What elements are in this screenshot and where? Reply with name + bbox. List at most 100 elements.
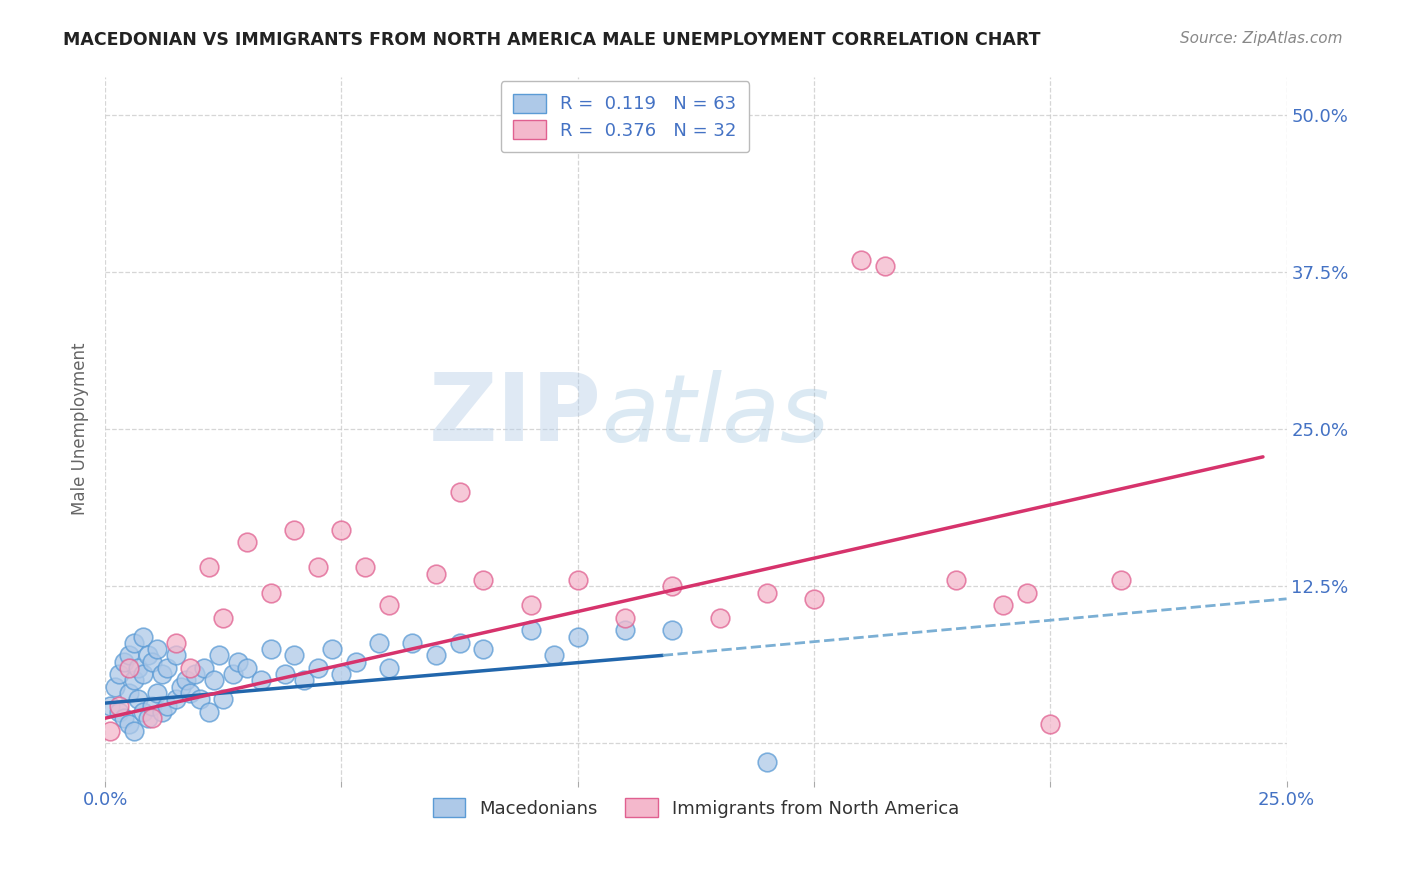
Point	[118, 648, 141, 663]
Point	[250, 673, 273, 688]
Point	[449, 485, 471, 500]
Point	[165, 648, 187, 663]
Point	[136, 711, 159, 725]
Text: MACEDONIAN VS IMMIGRANTS FROM NORTH AMERICA MALE UNEMPLOYMENT CORRELATION CHART: MACEDONIAN VS IMMIGRANTS FROM NORTH AMER…	[63, 31, 1040, 49]
Point	[449, 636, 471, 650]
Point	[156, 698, 179, 713]
Point	[354, 560, 377, 574]
Point	[567, 630, 589, 644]
Point	[212, 692, 235, 706]
Point	[118, 686, 141, 700]
Point	[146, 686, 169, 700]
Point	[141, 655, 163, 669]
Point	[283, 648, 305, 663]
Text: Source: ZipAtlas.com: Source: ZipAtlas.com	[1180, 31, 1343, 46]
Point	[945, 573, 967, 587]
Point	[1039, 717, 1062, 731]
Text: ZIP: ZIP	[429, 369, 602, 461]
Point	[472, 642, 495, 657]
Point	[202, 673, 225, 688]
Point	[118, 717, 141, 731]
Point	[108, 705, 131, 719]
Point	[709, 610, 731, 624]
Point	[226, 655, 249, 669]
Point	[991, 598, 1014, 612]
Point	[122, 636, 145, 650]
Point	[108, 667, 131, 681]
Point	[193, 661, 215, 675]
Point	[174, 673, 197, 688]
Point	[236, 661, 259, 675]
Point	[1109, 573, 1132, 587]
Point	[122, 723, 145, 738]
Point	[98, 723, 121, 738]
Point	[873, 259, 896, 273]
Point	[141, 698, 163, 713]
Point	[472, 573, 495, 587]
Point	[184, 667, 207, 681]
Point	[127, 661, 149, 675]
Legend: Macedonians, Immigrants from North America: Macedonians, Immigrants from North Ameri…	[426, 790, 966, 825]
Point	[179, 686, 201, 700]
Point	[401, 636, 423, 650]
Point	[150, 705, 173, 719]
Point	[132, 667, 155, 681]
Point	[122, 673, 145, 688]
Point	[755, 755, 778, 769]
Point	[1015, 585, 1038, 599]
Point	[851, 252, 873, 267]
Point	[236, 535, 259, 549]
Point	[321, 642, 343, 657]
Point	[165, 692, 187, 706]
Point	[519, 598, 541, 612]
Point	[283, 523, 305, 537]
Point	[425, 648, 447, 663]
Point	[614, 624, 637, 638]
Point	[132, 630, 155, 644]
Point	[127, 692, 149, 706]
Point	[198, 705, 221, 719]
Point	[150, 667, 173, 681]
Text: atlas: atlas	[602, 369, 830, 460]
Point	[344, 655, 367, 669]
Point	[330, 667, 353, 681]
Point	[112, 655, 135, 669]
Point	[104, 680, 127, 694]
Point	[661, 579, 683, 593]
Point	[188, 692, 211, 706]
Point	[377, 598, 399, 612]
Point	[132, 705, 155, 719]
Point	[207, 648, 229, 663]
Point	[567, 573, 589, 587]
Point	[330, 523, 353, 537]
Point	[179, 661, 201, 675]
Point	[108, 698, 131, 713]
Point	[222, 667, 245, 681]
Point	[661, 624, 683, 638]
Point	[136, 648, 159, 663]
Point	[259, 642, 281, 657]
Point	[292, 673, 315, 688]
Point	[146, 642, 169, 657]
Point	[307, 560, 329, 574]
Point	[198, 560, 221, 574]
Point	[170, 680, 193, 694]
Point	[165, 636, 187, 650]
Point	[755, 585, 778, 599]
Point	[307, 661, 329, 675]
Point	[519, 624, 541, 638]
Point	[98, 698, 121, 713]
Point	[259, 585, 281, 599]
Point	[803, 591, 825, 606]
Point	[368, 636, 391, 650]
Point	[112, 711, 135, 725]
Point	[377, 661, 399, 675]
Point	[141, 711, 163, 725]
Y-axis label: Male Unemployment: Male Unemployment	[72, 343, 89, 516]
Point	[212, 610, 235, 624]
Point	[156, 661, 179, 675]
Point	[614, 610, 637, 624]
Point	[274, 667, 297, 681]
Point	[118, 661, 141, 675]
Point	[425, 566, 447, 581]
